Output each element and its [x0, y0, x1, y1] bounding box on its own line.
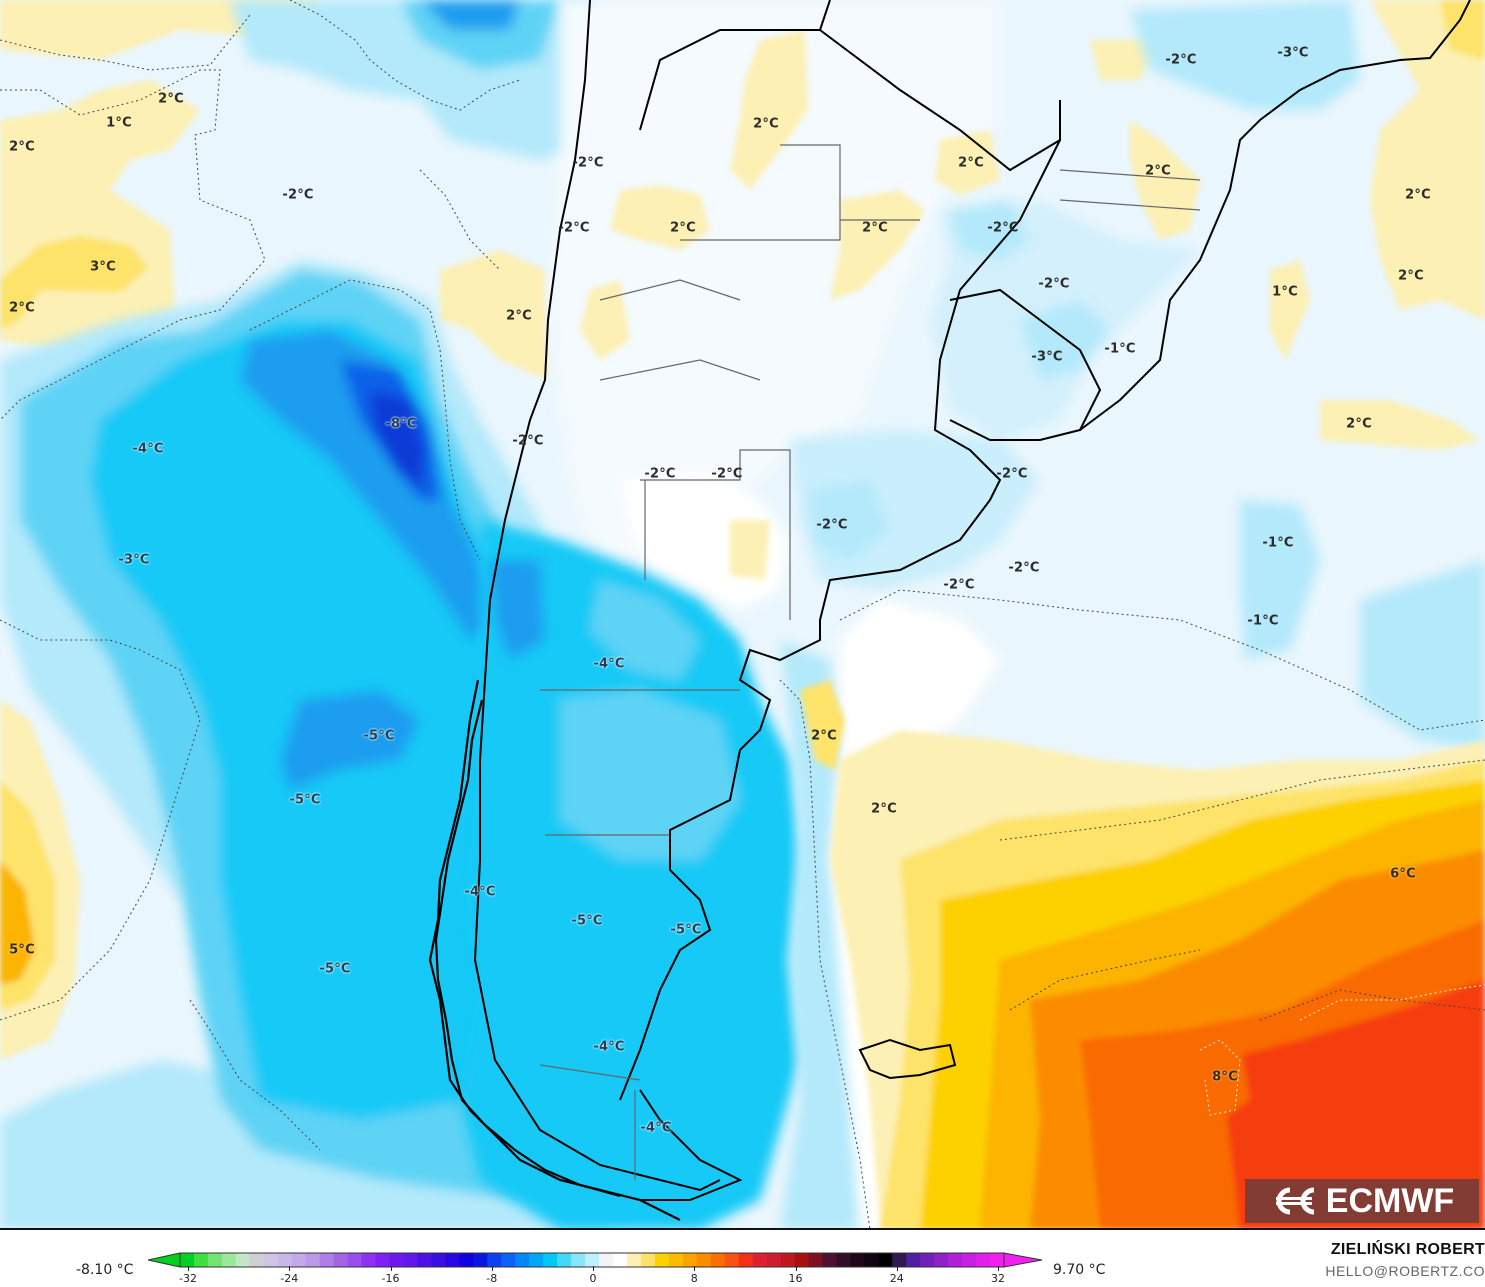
cool-field-patagonia: [460, 520, 800, 1228]
author-email: HELLO@ROBERTZ.CO: [1325, 1263, 1485, 1279]
colorbar-tick-label: 24: [889, 1272, 904, 1285]
temperature-label: 2°C: [158, 91, 184, 107]
colorbar-tick-label: 0: [589, 1272, 597, 1285]
temperature-label: 5°C: [9, 942, 35, 958]
temperature-label: -2°C: [644, 466, 676, 482]
logo-text: ECMWF: [1325, 1181, 1455, 1220]
colorbar-tick-label: 8: [690, 1272, 698, 1285]
colorbar-tick-mark: [390, 1266, 392, 1271]
temperature-label: 1°C: [1272, 284, 1298, 300]
temperature-label: -2°C: [558, 220, 590, 236]
ecmwf-waves-icon: [1270, 1186, 1318, 1216]
temperature-label: -5°C: [319, 961, 351, 977]
temperature-label: 2°C: [9, 139, 35, 155]
temperature-label: -5°C: [363, 728, 395, 744]
temperature-label: 6°C: [1390, 866, 1416, 882]
temperature-label: -1°C: [1262, 535, 1294, 551]
map-canvas: [0, 0, 1485, 1228]
temperature-label: -5°C: [289, 792, 321, 808]
temperature-label: -1°C: [1247, 613, 1279, 629]
temperature-label: 2°C: [958, 155, 984, 171]
temperature-label: -4°C: [640, 1120, 672, 1136]
warm-field-atlantic-north: [1270, 0, 1485, 450]
temperature-label: 2°C: [811, 728, 837, 744]
temperature-label: -2°C: [816, 517, 848, 533]
colorbar-tick-label: 32: [991, 1272, 1005, 1285]
colorbar-tick-label: -8: [486, 1272, 498, 1285]
temperature-label: -2°C: [282, 187, 314, 203]
temperature-label: 2°C: [753, 116, 779, 132]
colorbar-tick-mark: [896, 1266, 898, 1271]
temperature-map: 2°C 1°C 2°C -2°C 3°C 2°C 2°C -8°C -4°C -3°C -2°C -2…: [0, 0, 1485, 1230]
colorbar-tick-mark: [491, 1266, 493, 1271]
warm-patches-north: [580, 30, 1200, 580]
temperature-label: -2°C: [1038, 276, 1070, 292]
temperature-label: -1°C: [1104, 341, 1136, 357]
temperature-label: 3°C: [90, 259, 116, 275]
temperature-label: -2°C: [711, 466, 743, 482]
temperature-label: 2°C: [1346, 416, 1372, 432]
chile-fjord-coast: [428, 679, 681, 1221]
temperature-label: -2°C: [572, 155, 604, 171]
temperature-label: -5°C: [670, 922, 702, 938]
colorbar: [147, 1252, 1043, 1268]
temperature-label: -4°C: [593, 656, 625, 672]
colorbar-tick-label: -16: [381, 1272, 400, 1285]
temperature-label: -5°C: [571, 913, 603, 929]
colorbar-max-label: 9.70 °C: [1053, 1262, 1106, 1278]
temperature-label: 2°C: [871, 801, 897, 817]
temperature-label: -4°C: [132, 441, 164, 457]
temperature-label: -2°C: [943, 577, 975, 593]
colorbar-tick-label: -24: [280, 1272, 299, 1285]
contour-lines: [0, 0, 1485, 1228]
colorbar-tick-mark: [188, 1266, 189, 1271]
temperature-label: 2°C: [1145, 163, 1171, 179]
temperature-label: -8°C: [385, 416, 417, 432]
warm-field-atlantic-south: [800, 680, 1485, 1228]
colorbar-tick-mark: [694, 1266, 696, 1271]
author-credit: ZIELIŃSKI ROBERT: [1330, 1241, 1485, 1258]
ecmwf-logo: ECMWF: [1245, 1179, 1479, 1223]
colorbar-tick-label: 16: [788, 1272, 803, 1285]
temperature-label: 2°C: [1405, 187, 1431, 203]
temperature-label: 2°C: [862, 220, 888, 236]
warm-field-southwest: [0, 700, 80, 1060]
temperature-label: -2°C: [1165, 52, 1197, 68]
cool-field-northeast: [790, 0, 1485, 750]
temperature-label: 8°C: [1212, 1069, 1238, 1085]
temperature-label: 1°C: [106, 115, 132, 131]
temperature-label: -3°C: [1277, 45, 1309, 61]
cool-field-pacific: [0, 0, 619, 1228]
temperature-label: -4°C: [464, 884, 496, 900]
temperature-label: -3°C: [118, 552, 150, 568]
colorbar-tick-mark: [593, 1266, 594, 1271]
temperature-label: 2°C: [670, 220, 696, 236]
temperature-label: -2°C: [1008, 560, 1040, 576]
temperature-label: -2°C: [996, 466, 1028, 482]
temperature-label: 2°C: [9, 300, 35, 316]
colorbar-tick-mark: [289, 1266, 291, 1271]
temperature-label: 2°C: [506, 308, 532, 324]
colorbar-tick-mark: [998, 1266, 999, 1271]
country-borders: [473, 0, 1471, 1201]
temperature-label: -3°C: [1031, 349, 1063, 365]
colorbar-min-label: -8.10 °C: [76, 1262, 134, 1278]
contour-lines-warm: [1199, 984, 1485, 1116]
temperature-label: -2°C: [987, 220, 1019, 236]
temperature-label: -4°C: [593, 1039, 625, 1055]
temperature-label: 2°C: [1398, 268, 1424, 284]
temperature-label: -2°C: [512, 433, 544, 449]
colorbar-tick-mark: [795, 1266, 797, 1271]
colorbar-tick-label: -32: [179, 1272, 197, 1285]
province-borders: [539, 144, 1201, 1180]
